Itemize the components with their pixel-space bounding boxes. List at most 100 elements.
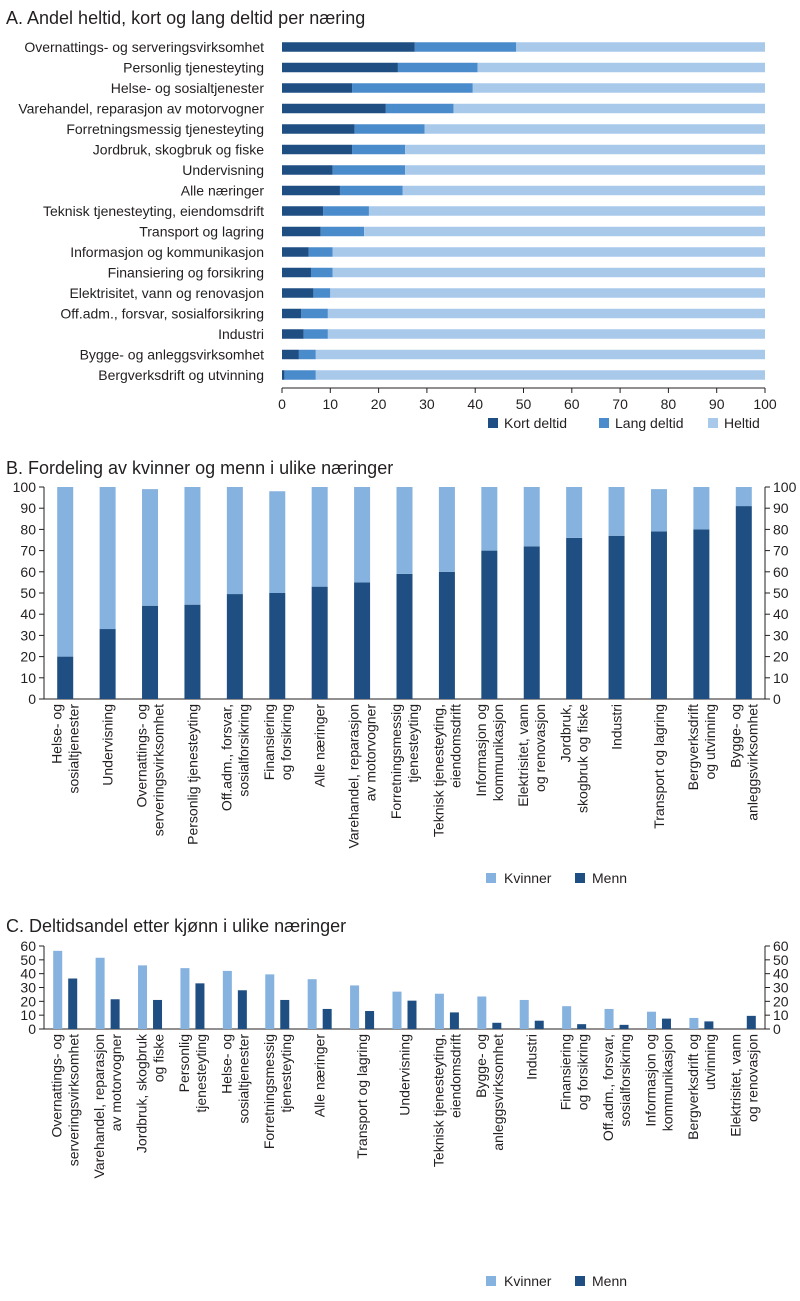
bar-heltid-finansiering-og-forsikring [332, 267, 765, 278]
legend-label-kvinner-b: Kvinner [504, 870, 552, 886]
bar-menn-transport-og-lagring [365, 1011, 375, 1029]
legend-label-kvinner-c: Kvinner [504, 1273, 552, 1289]
y-tick-label-right-70: 70 [773, 543, 789, 559]
bar-menn-industri [608, 535, 625, 699]
category-label-bergverksdrift-og-utvinning-line-2: utvinning [702, 1034, 718, 1090]
category-label-informasjon-og-kommunikasjon-line-1: Informasjon og [642, 1034, 658, 1127]
bar-menn-transport-og-lagring [650, 531, 667, 699]
category-label-informasjon-og-kommunikasjon: Informasjon og kommunikasjon [70, 244, 264, 260]
y-tick-label-right-60: 60 [773, 938, 789, 954]
category-label-off-adm-forsvar-sosialforsikring-line-1: Off.adm., forsvar, [600, 1034, 616, 1141]
category-label-off-adm-forsvar-sosialforsikring-line-2: sosialforsikring [235, 704, 251, 797]
bar-heltid-teknisk-tjenesteyting-eiendomsdrift [368, 206, 765, 216]
panel-a: A. Andel heltid, kort og lang deltid per… [6, 8, 777, 431]
y-tick-label-left-60: 60 [20, 564, 36, 580]
bar-lang-deltid-bergverksdrift-og-utvinning [284, 370, 316, 380]
category-label-helse-og-sosialtjenester-line-1: Helse- og [49, 704, 65, 764]
bar-lang-deltid-bygge-og-anleggsvirksomhet [298, 349, 316, 360]
category-label-bygge-og-anleggsvirksomhet: Bygge- og anleggsvirksomhet [80, 347, 265, 363]
category-label-helse-og-sosialtjenester: Helse- og sosialtjenester [111, 80, 265, 96]
bar-menn-forretningsmessig-tjenesteyting [396, 573, 413, 699]
bar-kvinner-undervisning [99, 487, 116, 630]
bar-kort-deltid-undervisning [282, 165, 333, 175]
y-tick-label-right-20: 20 [773, 993, 789, 1009]
category-label-jordbruk-skogbruk-og-fiske-line-2: skogbruk og fiske [575, 704, 591, 813]
bar-kort-deltid-overnattings-og-serveringsvirksomhet [282, 42, 415, 52]
category-label-undervisning: Undervisning [100, 704, 116, 786]
bar-menn-bygge-og-anleggsvirksomhet [735, 506, 752, 699]
y-tick-label-right-0: 0 [773, 1021, 781, 1037]
category-label-alle-næringer: Alle næringer [181, 183, 265, 199]
y-tick-label-left-90: 90 [20, 500, 36, 516]
category-label-informasjon-og-kommunikasjon-line-2: kommunikasjon [490, 704, 506, 801]
y-tick-label-left-10: 10 [20, 1007, 36, 1023]
bar-kort-deltid-bygge-og-anleggsvirksomhet [282, 349, 299, 360]
bar-kort-deltid-informasjon-og-kommunikasjon [282, 247, 309, 257]
bar-kort-deltid-industri [282, 329, 304, 339]
category-label-bergverksdrift-og-utvinning-line-1: Bergverksdrift og [685, 1034, 701, 1140]
y-tick-label-left-10: 10 [20, 670, 36, 686]
category-label-alle-næringer: Alle næringer [312, 704, 328, 788]
bar-kvinner-overnattings-og-serveringsvirksomhet [53, 950, 63, 1029]
bar-kvinner-finansiering-og-forsikring [269, 491, 286, 593]
y-tick-label-left-70: 70 [20, 543, 36, 559]
y-tick-label-left-80: 80 [20, 521, 36, 537]
category-label-finansiering-og-forsikring-line-1: Finansiering [558, 1034, 574, 1110]
x-tick-label-90: 90 [709, 396, 725, 412]
panel-a-title: A. Andel heltid, kort og lang deltid per… [6, 8, 365, 28]
panel-a-category-labels: Overnattings- og serveringsvirksomhet Per… [18, 39, 264, 383]
panel-c-category-labels: Overnattings- og serveringsvirksomhet Vare… [49, 1033, 761, 1179]
bar-menn-overnattings-og-serveringsvirksomhet [142, 605, 159, 699]
panel-c-title: C. Deltidsandel etter kjønn i ulike næri… [6, 916, 346, 936]
bar-lang-deltid-alle-næringer [339, 185, 403, 196]
bar-heltid-overnattings-og-serveringsvirksomhet [516, 42, 765, 52]
category-label-overnattings-og-serveringsvirksomhet-line-1: Overnattings- og [134, 704, 150, 808]
bar-kvinner-personlig-tjenesteyting [184, 487, 201, 605]
category-label-personlig-tjenesteyting: Personlig tjenesteyting [184, 704, 200, 845]
bar-menn-finansiering-og-forsikring [269, 593, 286, 699]
panel-c-bars [53, 950, 756, 1029]
category-label-helse-og-sosialtjenester-line-2: sosialtjenester [235, 1034, 251, 1124]
bar-menn-personlig-tjenesteyting [195, 983, 205, 1029]
category-label-bergverksdrift-og-utvinning-line-1: Bergverksdrift [685, 704, 701, 790]
bar-kvinner-informasjon-og-kommunikasjon [481, 487, 498, 551]
bar-kvinner-bygge-og-anleggsvirksomhet [735, 487, 752, 507]
y-tick-label-right-80: 80 [773, 521, 789, 537]
panel-b-category-labels: Helse- og sosialtjenester Undervisning Over… [49, 704, 761, 849]
y-tick-label-right-20: 20 [773, 649, 789, 665]
bar-kvinner-helse-og-sosialtjenester [57, 487, 74, 657]
category-label-personlig-tjenesteyting-line-2: tjenesteyting [193, 1034, 209, 1113]
x-tick-label-10: 10 [323, 396, 339, 412]
x-tick-label-40: 40 [467, 396, 483, 412]
y-tick-label-right-10: 10 [773, 670, 789, 686]
bar-menn-helse-og-sosialtjenester [237, 990, 247, 1029]
bar-menn-informasjon-og-kommunikasjon [661, 1018, 671, 1029]
panel-b-title: B. Fordeling av kvinner og menn i ulike … [6, 458, 393, 478]
category-label-elektrisitet-vann-og-renovasjon-line-1: Elektrisitet, vann [515, 704, 531, 807]
category-label-elektrisitet-vann-og-renovasjon-line-2: og renovasjon [532, 704, 548, 792]
bar-menn-bergverksdrift-og-utvinning [704, 1021, 714, 1029]
category-label-bygge-og-anleggsvirksomhet-line-1: Bygge- og [727, 704, 743, 768]
y-tick-label-right-10: 10 [773, 1007, 789, 1023]
category-label-varehandel-reparasjon-av-motorvogner-line-2: av motorvogner [108, 1034, 124, 1132]
bar-kvinner-teknisk-tjenesteyting-eiendomsdrift [438, 487, 455, 572]
bar-heltid-transport-og-lagring [364, 226, 765, 237]
bar-kvinner-forretningsmessig-tjenesteyting [265, 974, 275, 1029]
category-label-undervisning: Undervisning [397, 1034, 413, 1116]
bar-kvinner-helse-og-sosialtjenester [222, 970, 232, 1029]
bar-kvinner-jordbruk-skogbruk-og-fiske [138, 965, 148, 1029]
legend-label-kort-deltid: Kort deltid [504, 415, 567, 431]
panel-a-x-ticks: 0 10 20 30 40 50 60 70 80 90 100 [278, 388, 777, 412]
bar-menn-personlig-tjenesteyting [184, 604, 201, 699]
bar-kort-deltid-forretningsmessig-tjenesteyting [282, 124, 355, 134]
category-label-informasjon-og-kommunikasjon-line-1: Informasjon og [473, 704, 489, 797]
category-label-off-adm-forsvar-sosialforsikring-line-2: sosialforsikring [617, 1034, 633, 1127]
bar-lang-deltid-transport-og-lagring [320, 226, 365, 237]
bar-menn-industri [534, 1020, 544, 1029]
bar-kort-deltid-helse-og-sosialtjenester [282, 83, 353, 93]
category-label-helse-og-sosialtjenester-line-1: Helse- og [218, 1034, 234, 1094]
category-label-alle-næringer: Alle næringer [312, 1034, 328, 1118]
bar-lang-deltid-elektrisitet-vann-og-renovasjon [313, 288, 331, 298]
bar-heltid-industri [327, 329, 765, 339]
panel-c: C. Deltidsandel etter kjønn i ulike næri… [6, 916, 789, 1289]
